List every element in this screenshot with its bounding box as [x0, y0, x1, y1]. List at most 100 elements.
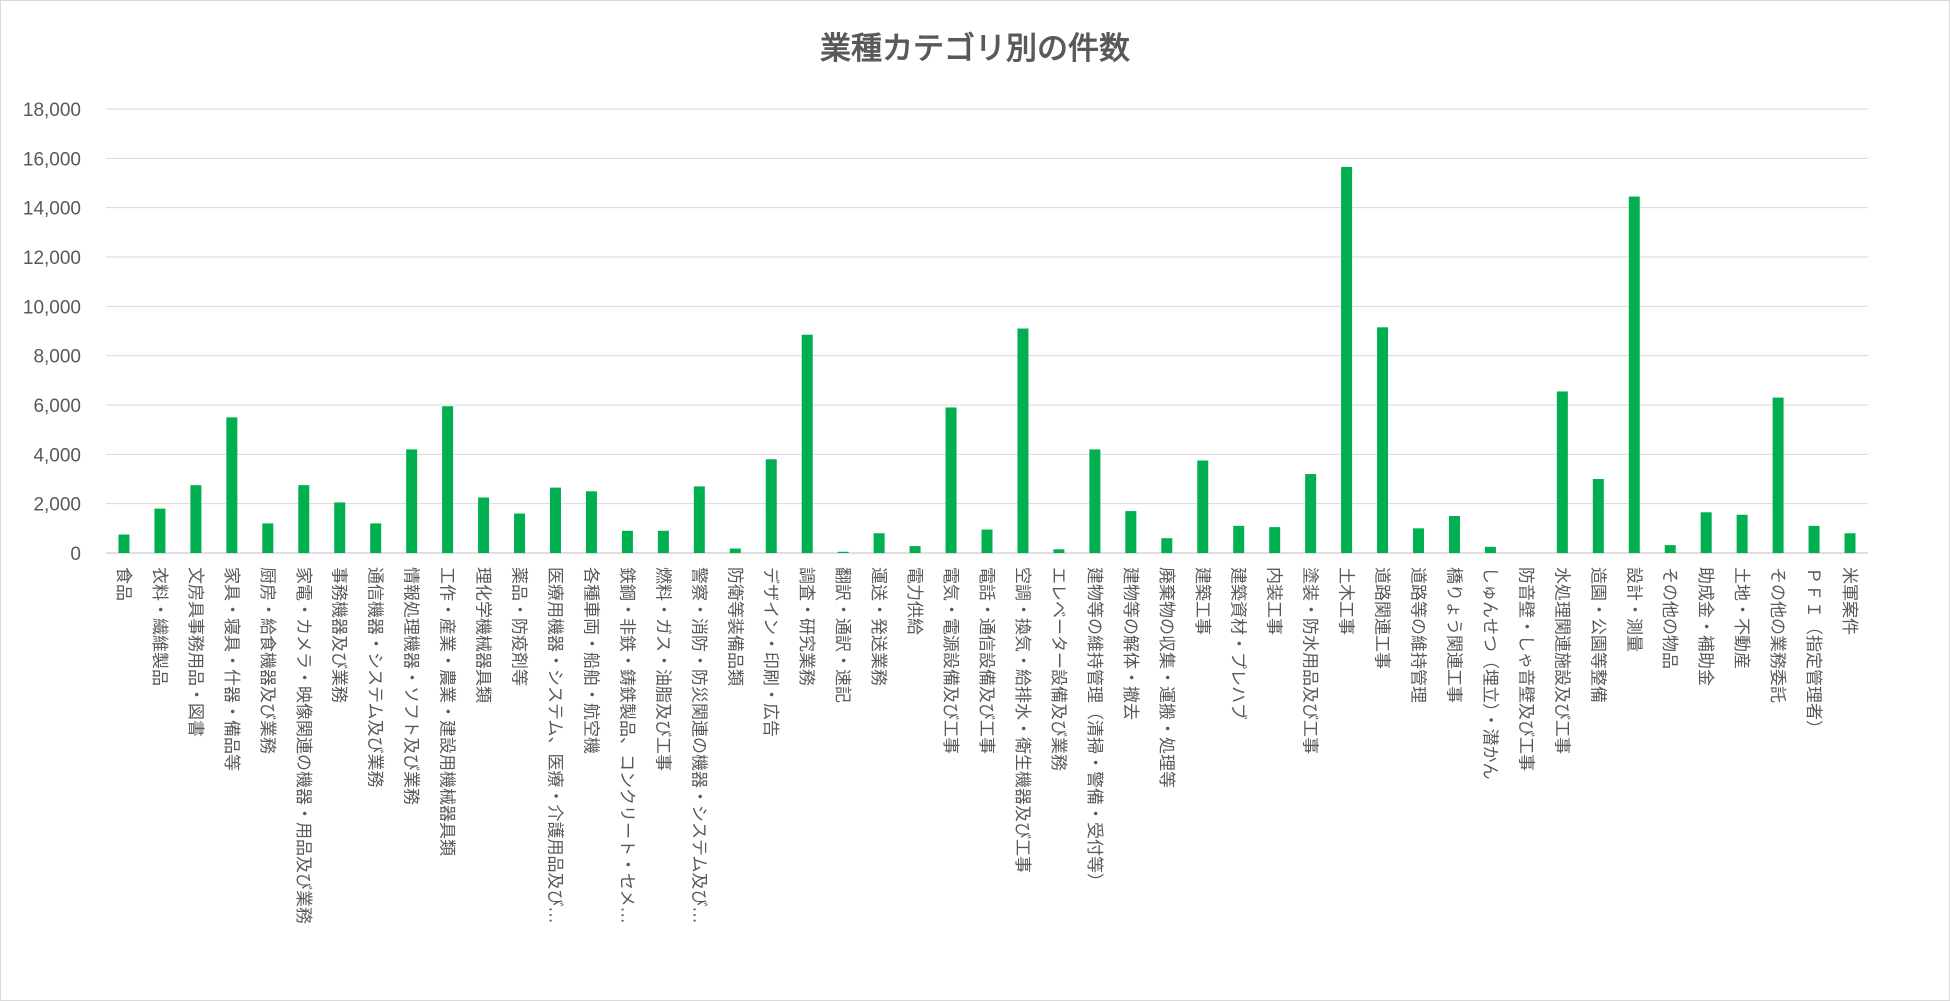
x-tick-label: 防衛等装備品類 [724, 567, 744, 686]
x-tick-label: 米軍案件 [1839, 567, 1859, 635]
x-tick-label: その他の物品 [1659, 567, 1679, 669]
x-tick-label: 薬品・防疫剤等 [509, 567, 529, 686]
bar [1269, 527, 1281, 553]
bar [262, 523, 274, 553]
bar [1556, 391, 1568, 553]
x-tick-label: 橋りょう関連工事 [1443, 567, 1463, 703]
x-tick-label: 土木工事 [1336, 567, 1356, 635]
bar [1053, 549, 1065, 553]
bar [1197, 460, 1209, 553]
chart-title: 業種カテゴリ別の件数 [820, 31, 1130, 67]
bar [585, 491, 597, 553]
x-tick-label: 鉄鋼・非鉄・鋳鉄製品、コンクリート・セメ… [616, 567, 636, 924]
bar [478, 497, 490, 553]
y-tick-label: 4,000 [33, 445, 81, 466]
x-tick-label: 防音壁・しゃ音壁及び工事 [1515, 567, 1535, 771]
x-tick-label: 電気・電源設備及び工事 [940, 567, 960, 754]
bar [1305, 474, 1317, 553]
y-tick-label: 18,000 [23, 100, 81, 121]
bar [1341, 166, 1353, 553]
bar [1628, 196, 1640, 554]
bar [837, 551, 849, 553]
y-tick-label: 16,000 [23, 149, 81, 170]
gridlines [106, 108, 1868, 554]
x-tick-label: 家電・カメラ・映像関連の機器・用品及び業務 [293, 567, 313, 924]
x-tick-label: 空調・換気・給排水・衛生機器及び工事 [1012, 567, 1032, 873]
bar [873, 533, 885, 553]
y-tick-label: 12,000 [23, 248, 81, 269]
y-tick-label: 8,000 [33, 347, 81, 368]
x-tick-label: エレベーター設備及び業務 [1048, 567, 1068, 771]
x-tick-label: 警察・消防・防災関連の機器・システム及び… [688, 567, 708, 924]
x-tick-label: 各種車両・船舶・航空機 [580, 567, 600, 754]
y-tick-label: 6,000 [33, 396, 81, 417]
bar [765, 459, 777, 553]
bars [118, 166, 1856, 554]
x-tick-label: 助成金・補助金 [1695, 567, 1715, 686]
y-tick-label: 10,000 [23, 297, 81, 318]
x-tick-label: 厨房・給食機器及び業務 [257, 567, 277, 754]
y-tick-label: 2,000 [33, 495, 81, 516]
bar [621, 530, 633, 553]
bar [1808, 525, 1820, 553]
x-tick-label: 建物等の維持管理（清掃・警備・受付等） [1084, 567, 1104, 890]
bar [693, 486, 705, 553]
bar [442, 406, 454, 553]
x-tick-label: 運送・発送業務 [868, 567, 888, 686]
bar [154, 508, 166, 553]
bar [1448, 516, 1460, 553]
y-tick-label: 14,000 [23, 199, 81, 220]
bar [1161, 538, 1173, 553]
bar [514, 513, 526, 553]
x-tick-label: しゅんせつ（埋立）・潜かん [1479, 567, 1499, 780]
bar [406, 449, 418, 553]
bar [298, 485, 310, 553]
bar [1592, 479, 1604, 553]
x-tick-label: 内装工事 [1264, 567, 1284, 635]
x-axis-ticks: 食品 衣料・繊維製品 文房具事務用品・図書 家具・寝具・什器・備品等 厨房・給食機器及び… [113, 567, 1859, 924]
bar [1736, 514, 1748, 553]
x-tick-label: 調査・研究業務 [796, 567, 816, 686]
x-tick-label: 土地・不動産 [1731, 567, 1751, 669]
x-tick-label: 建築工事 [1192, 567, 1212, 635]
bar [981, 529, 993, 553]
bar [1413, 528, 1425, 553]
x-tick-label: 事務機器及び業務 [329, 567, 349, 703]
x-tick-label: 情報処理機器・ソフト及び業務 [401, 567, 421, 805]
x-tick-label: 文房具事務用品・図書 [185, 567, 205, 737]
bar [1844, 533, 1856, 553]
x-tick-label: 家具・寝具・什器・備品等 [221, 567, 242, 771]
bar [801, 334, 813, 553]
bar [1484, 546, 1496, 553]
x-tick-label: 工作・産業・農業・建設用機械器具類 [437, 567, 457, 856]
x-tick-label: 理化学機械器具類 [473, 567, 493, 703]
x-tick-label: その他の業務委託 [1767, 567, 1787, 703]
y-axis-ticks: 0 2,000 4,000 6,000 8,000 10,000 12,000 14,000 1… [23, 100, 81, 565]
bar [729, 548, 741, 553]
bar [657, 530, 669, 553]
bar [1377, 327, 1389, 553]
x-tick-label: 通信機器・システム及び業務 [365, 567, 385, 788]
bar [1664, 545, 1676, 553]
bar [334, 502, 346, 553]
bar [1233, 525, 1245, 553]
x-tick-label: 衣料・繊維製品 [149, 567, 169, 686]
bar [1772, 397, 1784, 553]
bar [1089, 449, 1101, 553]
bar [118, 534, 130, 553]
x-tick-label: 翻訳・通訳・速記 [832, 567, 852, 703]
x-tick-label: 電話・通信設備及び工事 [976, 567, 996, 754]
bar [1017, 328, 1029, 553]
x-tick-label: 食品 [113, 567, 133, 601]
x-tick-label: デザイン・印刷・広告 [760, 567, 781, 737]
x-tick-label: 廃棄物の収集・運搬・処理等 [1156, 567, 1176, 788]
x-tick-label: 道路等の維持管理 [1408, 567, 1428, 703]
x-tick-label: 医療用機器・システム、医療・介護用品及び… [544, 567, 564, 924]
x-tick-label: 燃料・ガス・油脂及び工事 [652, 567, 672, 771]
bar [909, 546, 921, 553]
x-tick-label: 水処理関連施設及び工事 [1551, 567, 1571, 754]
x-tick-label: 電力供給 [904, 567, 924, 635]
x-tick-label: 建築資材・プレハブ [1228, 567, 1249, 720]
x-tick-label: 造園・公園等整備 [1587, 567, 1607, 703]
